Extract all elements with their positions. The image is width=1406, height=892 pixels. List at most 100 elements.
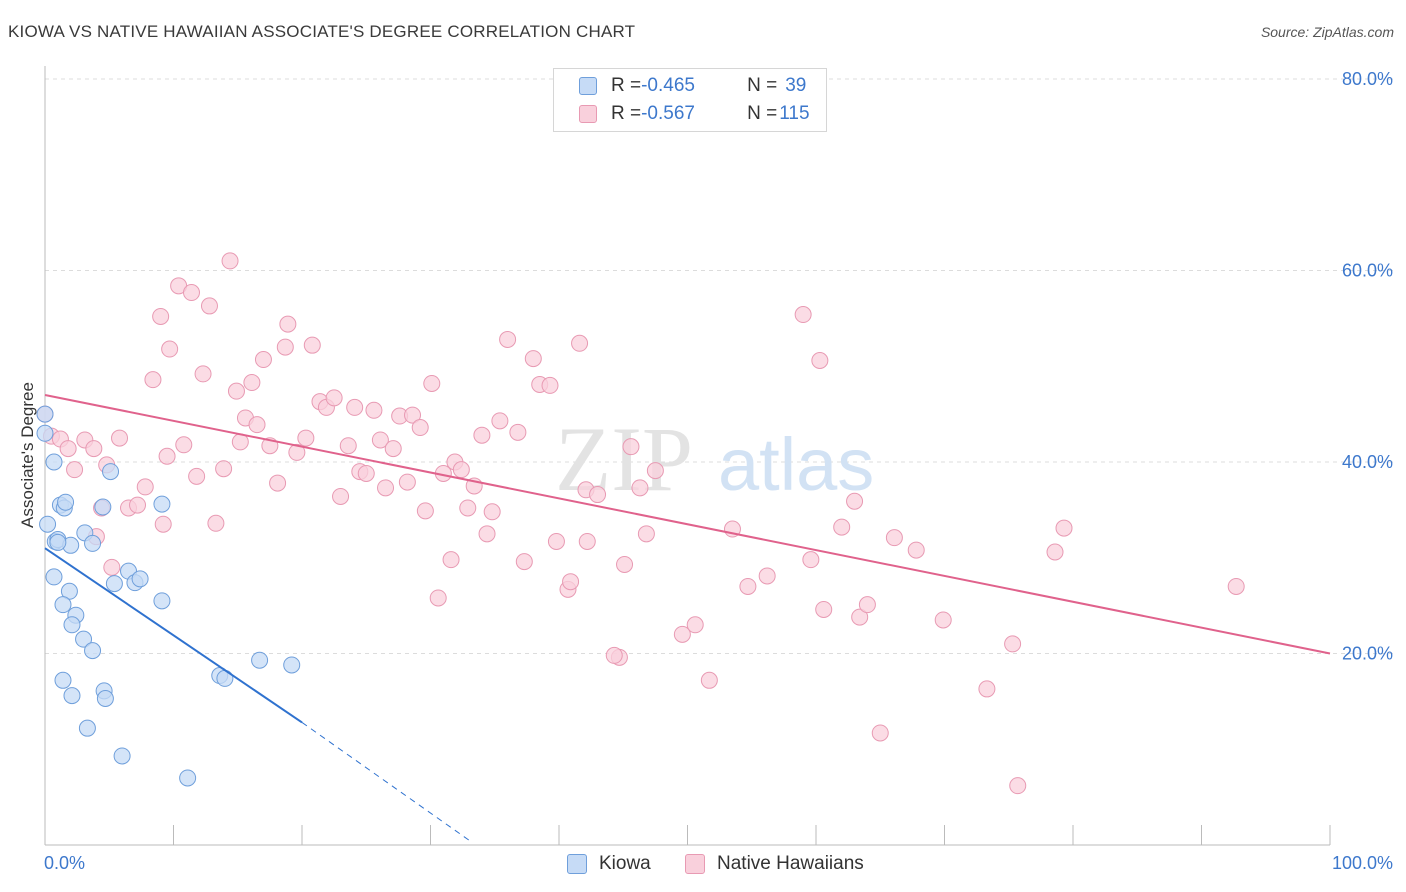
hawaiian-point (637, 525, 655, 543)
kiowa-point (45, 568, 63, 586)
hawaiian-point (429, 589, 447, 607)
hawaiian-point (541, 376, 559, 394)
hawaiian-point (59, 440, 77, 458)
hawaiian-point (1009, 777, 1027, 795)
hawaiian-point (66, 461, 84, 479)
hawaiian-point (276, 338, 294, 356)
bottom-legend-kiowa: Kiowa (567, 852, 651, 876)
hawaiian-point (384, 440, 402, 458)
hawaiian-point (846, 492, 864, 510)
hawaiian-point (978, 680, 996, 698)
hawaiian-point (297, 429, 315, 447)
kiowa-point (78, 719, 96, 737)
hawaiian-point (907, 541, 925, 559)
hawaiian-point (491, 412, 509, 430)
bottom-legend-hawaiian: Native Hawaiians (685, 852, 864, 876)
kiowa-legend-swatch (567, 854, 587, 874)
hawaiian-point (129, 496, 147, 514)
hawaiian-point (515, 553, 533, 571)
x-tick-label-max: 100.0% (1332, 853, 1393, 873)
hawaiian-point (288, 443, 306, 461)
hawaiian-point (452, 461, 470, 479)
hawaiian-point (934, 611, 952, 629)
kiowa-point (105, 575, 123, 593)
hawaiian-point (700, 671, 718, 689)
hawaiian-point (158, 447, 176, 465)
hawaiian-point (357, 464, 375, 482)
kiowa-point (49, 533, 67, 551)
hawaiian-point (254, 351, 272, 369)
legend-r-value: -0.465 (641, 75, 695, 96)
legend-r-value: -0.567 (641, 103, 695, 124)
hawaiian-point (646, 462, 664, 480)
hawaiian-point (1055, 519, 1073, 537)
kiowa-point (45, 453, 63, 471)
hawaiian-point (524, 350, 542, 368)
kiowa-point (153, 495, 171, 513)
kiowa-swatch (579, 77, 597, 95)
kiowa-point (251, 651, 269, 669)
kiowa-point (94, 498, 112, 516)
hawaiian-point (483, 503, 501, 521)
hawaiian-point (161, 340, 179, 358)
hawaiian-point (221, 252, 239, 270)
legend-n-value: 39 (785, 75, 807, 96)
hawaiian-point (182, 284, 200, 302)
hawaiian-point (175, 436, 193, 454)
hawaiian-point (103, 558, 121, 576)
hawaiian-point (325, 389, 343, 407)
kiowa-point (36, 424, 54, 442)
kiowa-point (54, 671, 72, 689)
legend-n-value: 115 (779, 103, 810, 124)
hawaiian-point (802, 551, 820, 569)
hawaiian-point (227, 382, 245, 400)
hawaiian-point (442, 551, 460, 569)
kiowa-point (63, 687, 81, 705)
hawaiian-point (547, 532, 565, 550)
hawaiian-point (269, 474, 287, 492)
hawaiian-point (136, 478, 154, 496)
hawaiian-point (303, 336, 321, 354)
hawaiian-point (194, 365, 212, 383)
hawaiian-point (794, 306, 812, 324)
hawaiian-point (243, 374, 261, 392)
kiowa-point (96, 690, 114, 708)
hawaiian-point (871, 724, 889, 742)
hawaiian-point (152, 307, 170, 325)
hawaiian-point (1004, 635, 1022, 653)
hawaiian-swatch (579, 105, 597, 123)
hawaiian-point (332, 487, 350, 505)
legend-n-label: N = (747, 103, 778, 124)
hawaiian-point (605, 646, 623, 664)
hawaiian-point (571, 334, 589, 352)
legend-r-label: R = (611, 75, 642, 96)
hawaiian-point (739, 577, 757, 595)
kiowa-point (63, 616, 81, 634)
kiowa-point (39, 515, 57, 533)
hawaiian-point (215, 460, 233, 478)
chart-title: KIOWA VS NATIVE HAWAIIAN ASSOCIATE'S DEG… (8, 22, 636, 41)
hawaiian-point (279, 315, 297, 333)
kiowa-point (54, 596, 72, 614)
kiowa-point (131, 570, 149, 588)
hawaiian-legend-label: Native Hawaiians (717, 853, 864, 874)
hawaiian-point (811, 352, 829, 370)
hawaiian-point (365, 401, 383, 419)
legend-r-label: R = (611, 103, 642, 124)
kiowa-point (75, 630, 93, 648)
y-tick-label: 80.0% (1342, 69, 1393, 89)
hawaiian-point (423, 374, 441, 392)
hawaiian-point (404, 406, 422, 424)
hawaiian-point (207, 514, 225, 532)
y-tick-label: 60.0% (1342, 261, 1393, 281)
kiowa-point (84, 534, 102, 552)
kiowa-trend-line (44, 547, 303, 724)
hawaiian-point (851, 608, 869, 626)
kiowa-point (153, 592, 171, 610)
hawaiian-point (1227, 577, 1245, 595)
hawaiian-point (200, 297, 218, 315)
kiowa-point (84, 642, 102, 660)
hawaiian-legend-swatch (685, 854, 705, 874)
hawaiian-point (371, 431, 389, 449)
